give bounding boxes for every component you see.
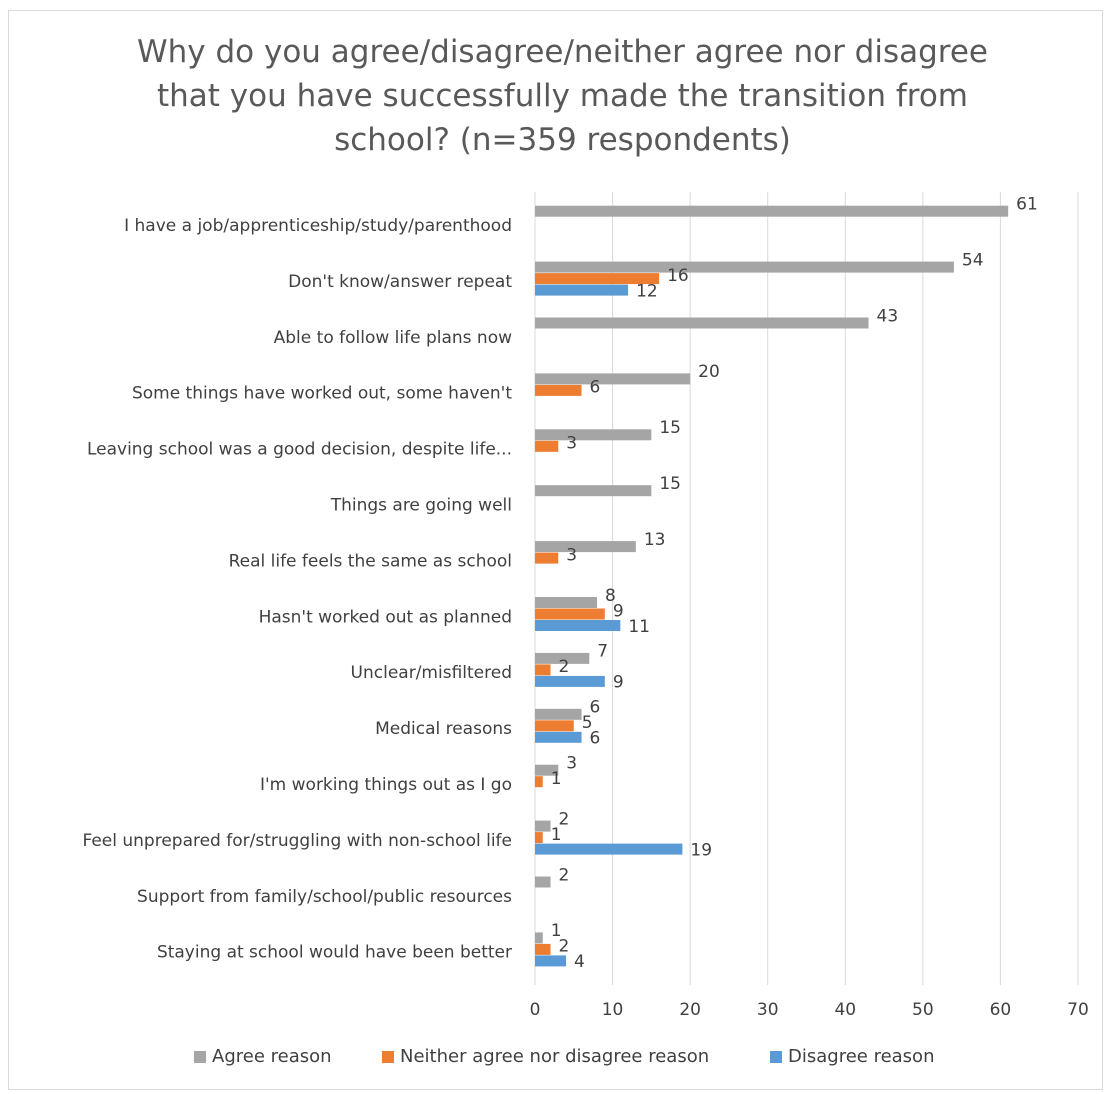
category-label: Medical reasons — [375, 719, 512, 739]
x-tick-label: 70 — [1067, 1000, 1089, 1020]
data-label: 1 — [551, 825, 562, 845]
x-tick-label: 0 — [530, 1000, 541, 1020]
bar — [535, 284, 629, 296]
chart-title-line-1: Why do you agree/disagree/neither agree … — [137, 34, 988, 70]
bar — [535, 205, 1009, 217]
data-label: 2 — [559, 865, 570, 885]
data-label: 8 — [605, 586, 616, 606]
data-label: 2 — [559, 937, 570, 957]
bar — [535, 440, 559, 452]
data-label: 9 — [613, 601, 624, 621]
bar — [535, 485, 652, 497]
category-label: Real life feels the same as school — [229, 551, 512, 571]
chart-title-line-3: school? (n=359 respondents) — [334, 122, 791, 158]
bar — [535, 843, 683, 855]
chart-title-line-2: that you have successfully made the tran… — [157, 78, 968, 114]
data-label: 61 — [1016, 194, 1038, 214]
bar — [535, 429, 652, 441]
data-label: 3 — [566, 753, 577, 773]
bar — [535, 955, 567, 967]
bar — [535, 731, 582, 743]
x-tick-label: 20 — [679, 1000, 701, 1020]
data-label: 3 — [566, 434, 577, 454]
bar — [535, 541, 636, 553]
category-label: Some things have worked out, some haven'… — [132, 384, 512, 404]
data-label: 16 — [667, 266, 689, 286]
category-label: Able to follow life plans now — [274, 328, 512, 348]
data-label: 5 — [582, 713, 593, 733]
bar — [535, 552, 559, 564]
data-label: 3 — [566, 545, 577, 565]
bar — [535, 932, 543, 944]
bar — [535, 820, 551, 832]
data-label: 15 — [659, 474, 681, 494]
bar — [535, 675, 605, 687]
bar — [535, 384, 582, 396]
legend-swatch — [382, 1051, 394, 1063]
category-label: Don't know/answer repeat — [288, 272, 512, 292]
legend-swatch — [194, 1051, 206, 1063]
x-tick-label: 10 — [602, 1000, 624, 1020]
bar — [535, 652, 590, 664]
data-label: 13 — [644, 530, 666, 550]
x-tick-label: 50 — [912, 1000, 934, 1020]
chart-title: Why do you agree/disagree/neither agree … — [0, 30, 1109, 162]
data-label: 43 — [877, 306, 899, 326]
legend-label: Neither agree nor disagree reason — [400, 1046, 709, 1067]
category-label: Unclear/misfiltered — [351, 663, 512, 683]
bar — [535, 943, 551, 955]
bar — [535, 764, 559, 776]
x-tick-label: 30 — [757, 1000, 779, 1020]
bar — [535, 776, 543, 788]
x-tick-label: 40 — [834, 1000, 856, 1020]
category-label: Things are going well — [330, 495, 512, 515]
legend-swatch — [770, 1051, 782, 1063]
bar — [535, 720, 574, 732]
bar — [535, 664, 551, 676]
data-label: 2 — [559, 657, 570, 677]
category-label: Leaving school was a good decision, desp… — [87, 440, 512, 460]
data-label: 19 — [690, 840, 712, 860]
bar — [535, 373, 691, 385]
data-label: 6 — [590, 729, 601, 749]
data-label: 6 — [590, 698, 601, 718]
category-label: Feel unprepared for/struggling with non-… — [82, 831, 512, 851]
bar — [535, 597, 598, 608]
bar — [535, 261, 954, 273]
bar — [535, 273, 660, 285]
category-label: Support from family/school/public resour… — [137, 887, 512, 907]
data-label: 1 — [551, 769, 562, 789]
bar — [535, 832, 543, 844]
bar — [535, 608, 605, 620]
data-label: 1 — [551, 921, 562, 941]
data-label: 11 — [628, 617, 650, 637]
legend-label: Agree reason — [212, 1046, 332, 1067]
x-tick-label: 60 — [990, 1000, 1012, 1020]
legend-label: Disagree reason — [788, 1046, 934, 1067]
data-label: 2 — [559, 809, 570, 829]
data-label: 9 — [613, 673, 624, 693]
data-label: 7 — [597, 642, 608, 662]
data-label: 54 — [962, 250, 984, 270]
category-label: Staying at school would have been better — [157, 943, 512, 963]
category-label: Hasn't worked out as planned — [259, 607, 512, 627]
bar — [535, 620, 621, 631]
category-label: I'm working things out as I go — [260, 775, 512, 795]
category-label: I have a job/apprenticeship/study/parent… — [124, 216, 512, 236]
bar — [535, 708, 582, 720]
data-label: 15 — [659, 418, 681, 438]
data-label: 4 — [574, 952, 585, 972]
data-label: 20 — [698, 362, 720, 382]
bar — [535, 317, 869, 329]
data-label: 12 — [636, 281, 658, 301]
data-label: 6 — [590, 378, 601, 398]
bar — [535, 876, 551, 888]
